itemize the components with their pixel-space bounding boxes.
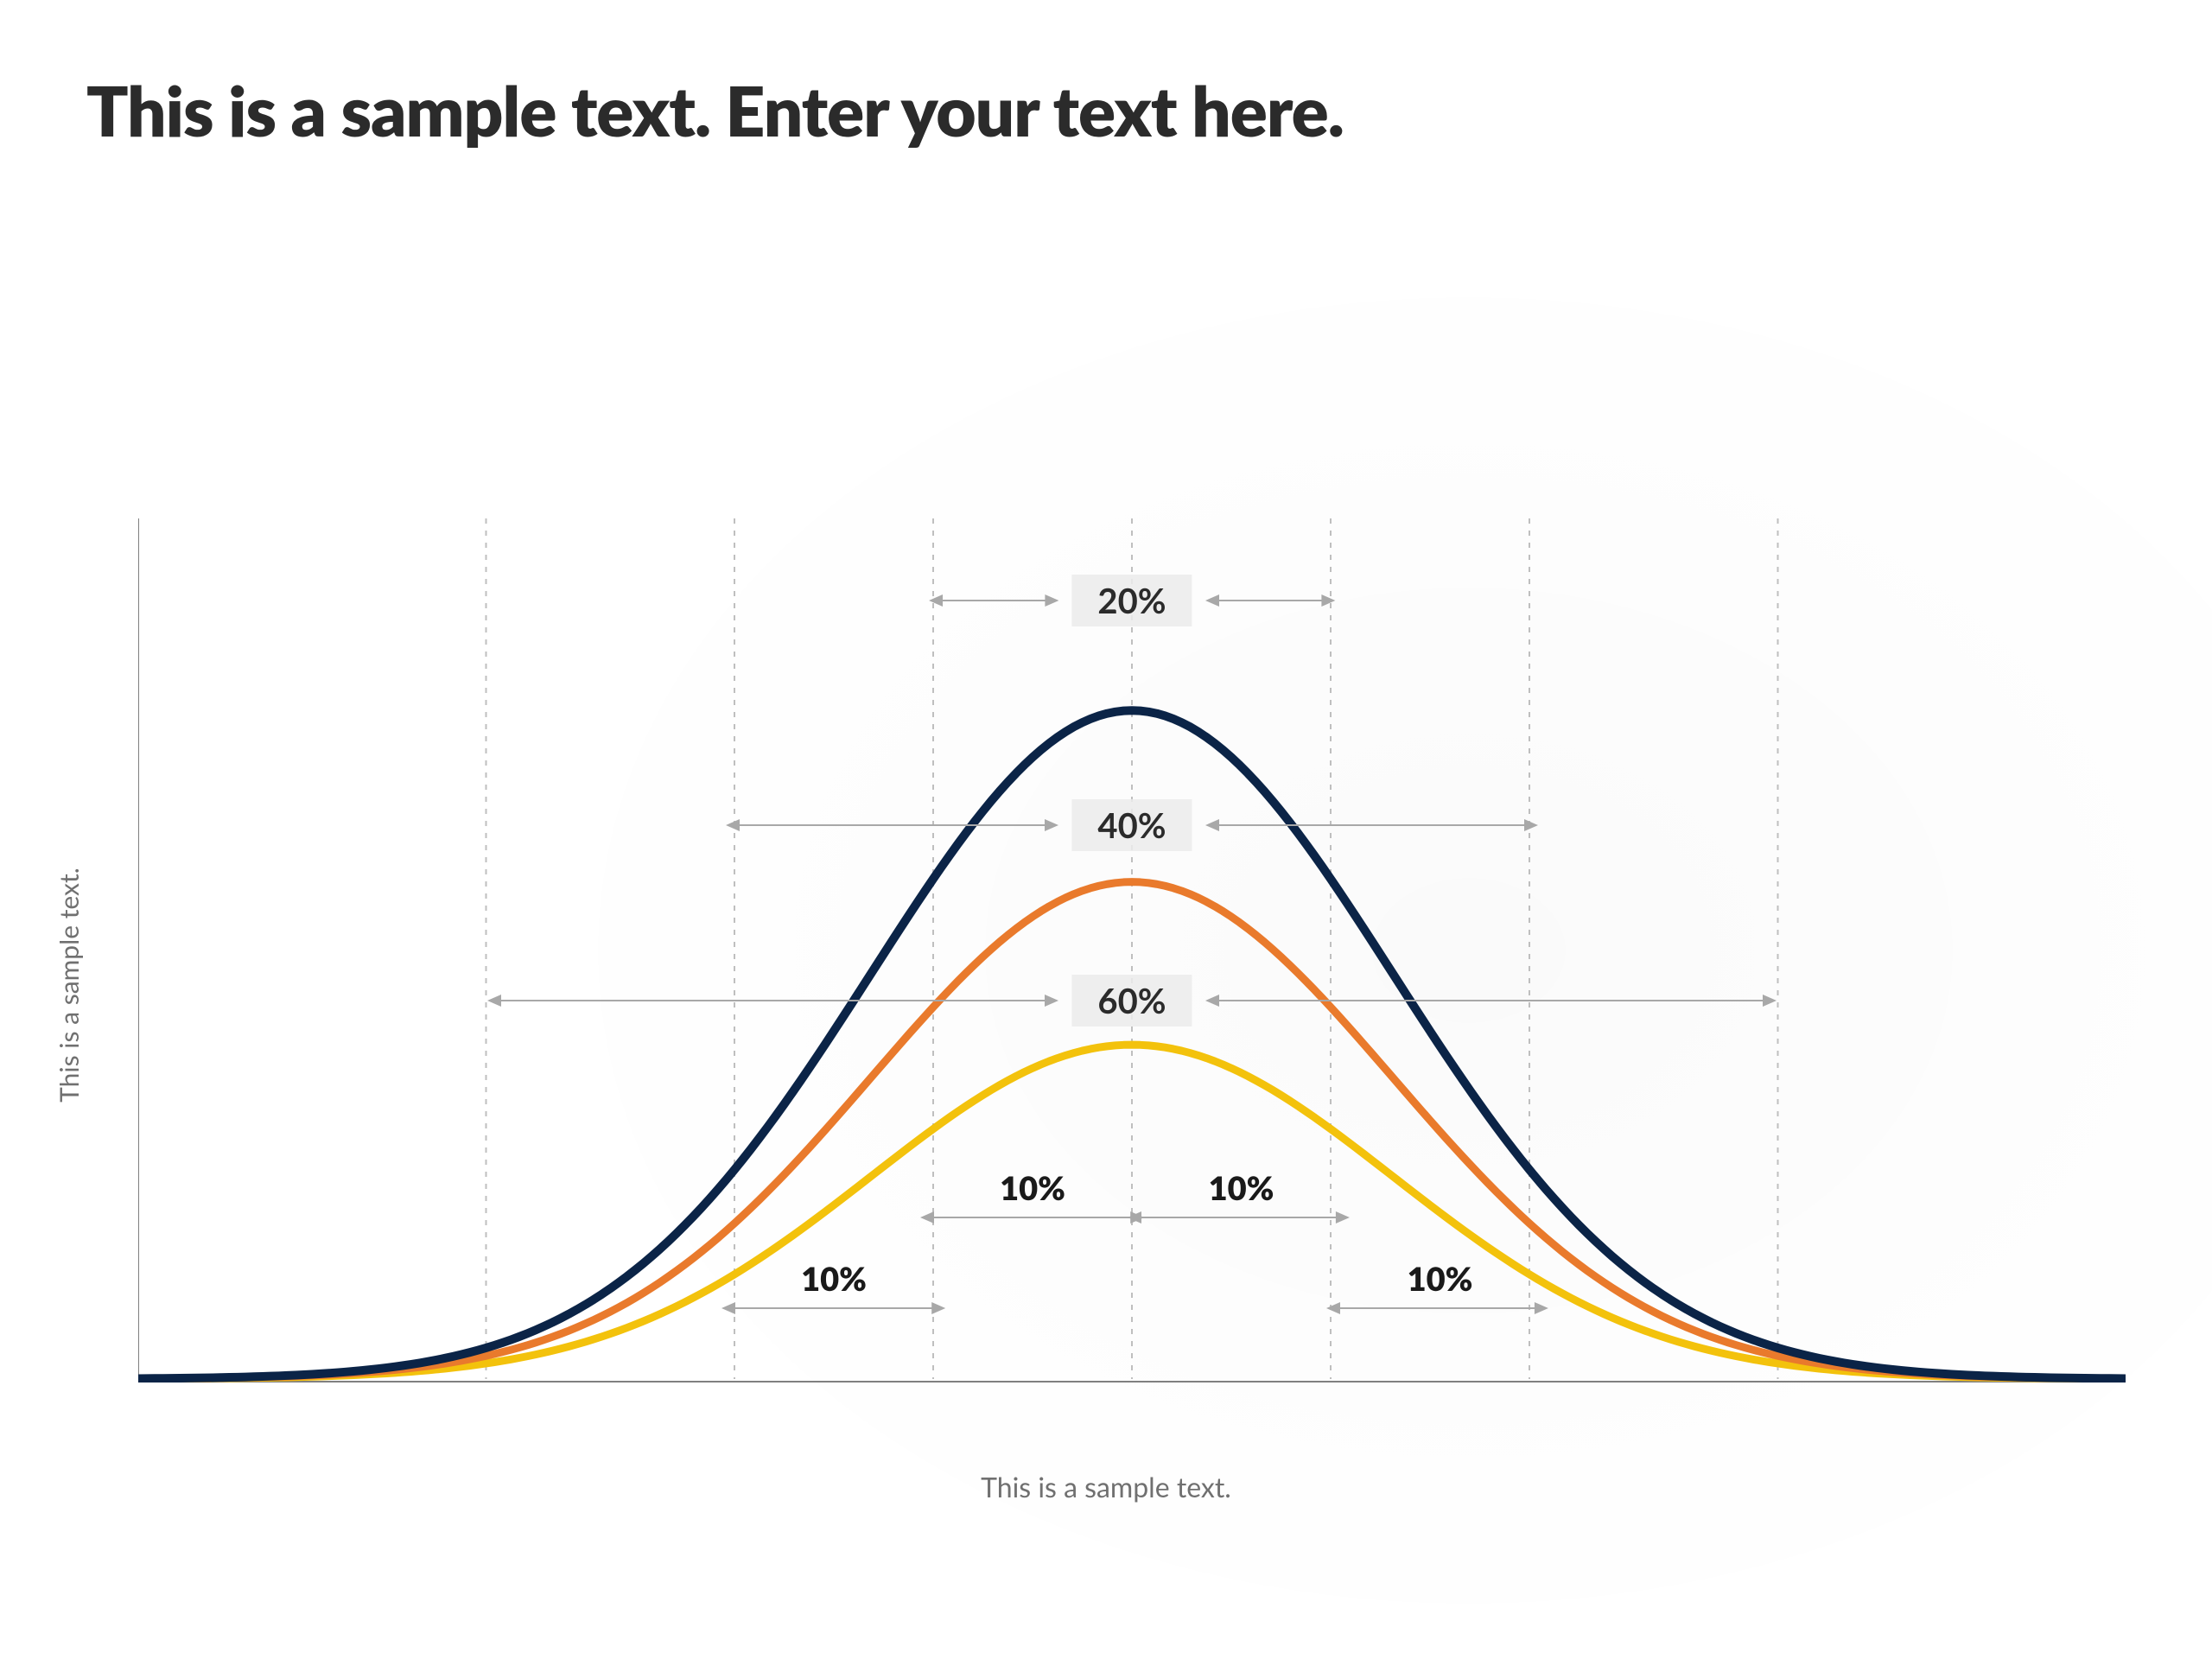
range-arrow (1204, 815, 1540, 836)
x-axis-label: This is a sample text. (981, 1470, 1231, 1503)
percent-label: 10% (801, 1259, 867, 1299)
percent-label: 10% (1408, 1259, 1473, 1299)
range-arrow (486, 990, 1060, 1011)
range-arrow (927, 590, 1060, 611)
percent-label: 10% (1209, 1168, 1274, 1208)
slide: This is a sample text. Enter your text h… (0, 0, 2212, 1659)
percent-label: 10% (1000, 1168, 1065, 1208)
range-arrow (724, 815, 1060, 836)
percent-label: 40% (1071, 799, 1192, 851)
percent-label: 20% (1071, 575, 1192, 626)
range-arrow (918, 1207, 1146, 1228)
range-arrow (1204, 590, 1337, 611)
range-arrow (720, 1298, 947, 1319)
bell-curve-chart: This is a sample text. This is a sample … (86, 518, 2126, 1452)
range-arrow (1325, 1298, 1550, 1319)
y-axis-label: This is a sample text. (54, 868, 85, 1103)
range-arrow (1204, 990, 1778, 1011)
percent-label: 60% (1071, 975, 1192, 1027)
label-overlay: 20% 40% 60% 10% 10% 10% 10% (138, 518, 2126, 1382)
slide-title: This is a sample text. Enter your text h… (86, 69, 1344, 152)
range-arrow (1126, 1207, 1351, 1228)
